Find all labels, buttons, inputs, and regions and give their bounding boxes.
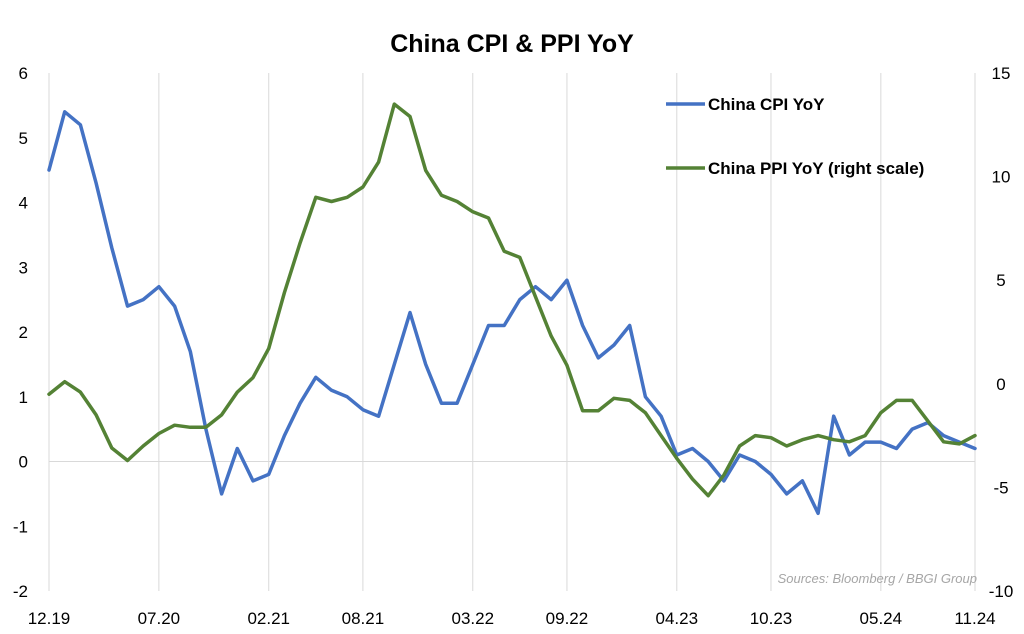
left-tick-label-7: 5 — [19, 129, 28, 148]
source-note: Sources: Bloomberg / BBGI Group — [778, 571, 977, 586]
left-tick-label-0: -2 — [13, 582, 28, 601]
series-lines — [47, 102, 977, 516]
gridlines — [48, 73, 976, 591]
x-tick-label-3: 08.21 — [342, 609, 385, 628]
x-tick-label-5: 09.22 — [546, 609, 589, 628]
left-axis: -2 -1 0 1 2 3 4 5 6 — [13, 64, 28, 601]
left-tick-label-8: 6 — [19, 64, 28, 83]
chart-title: China CPI & PPI YoY — [390, 30, 634, 58]
series-line-cpi — [47, 110, 977, 516]
left-tick-label-6: 4 — [19, 194, 28, 213]
right-tick-label-0: -10 — [989, 582, 1014, 601]
right-tick-label-1: -5 — [993, 478, 1008, 497]
x-tick-label-4: 03.22 — [451, 609, 494, 628]
legend-label-ppi: China PPI YoY (right scale) — [708, 159, 924, 178]
x-tick-label-8: 05.24 — [860, 609, 903, 628]
x-tick-label-2: 02.21 — [247, 609, 290, 628]
right-axis: -10 -5 0 5 10 15 — [989, 64, 1014, 601]
right-tick-label-4: 10 — [992, 168, 1011, 187]
left-tick-label-5: 3 — [19, 258, 28, 277]
x-tick-label-9: 11.24 — [954, 609, 995, 628]
series-line-ppi — [47, 102, 977, 498]
x-axis: 12.19 07.20 02.21 08.21 03.22 09.22 04.23 10.23… — [28, 609, 996, 628]
x-tick-label-6: 04.23 — [656, 609, 699, 628]
legend: China CPI YoY China PPI YoY (right scale… — [666, 95, 924, 178]
legend-label-cpi: China CPI YoY — [708, 95, 825, 114]
left-tick-label-3: 1 — [19, 388, 28, 407]
right-tick-label-2: 0 — [996, 375, 1005, 394]
right-tick-label-5: 15 — [992, 64, 1011, 83]
x-tick-label-0: 12.19 — [28, 609, 71, 628]
left-tick-label-1: -1 — [13, 517, 28, 536]
left-tick-label-2: 0 — [19, 453, 28, 472]
x-tick-label-1: 07.20 — [138, 609, 181, 628]
right-tick-label-3: 5 — [996, 271, 1005, 290]
left-tick-label-4: 2 — [19, 323, 28, 342]
x-tick-label-7: 10.23 — [750, 609, 793, 628]
